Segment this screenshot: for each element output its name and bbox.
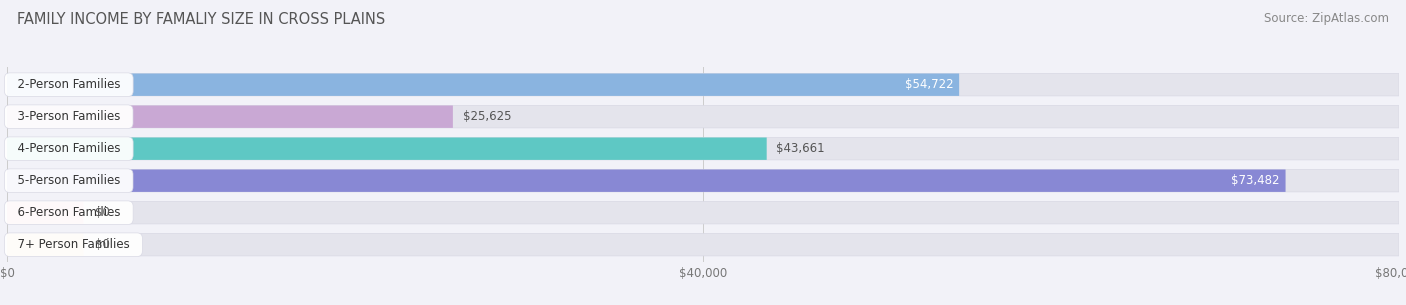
- FancyBboxPatch shape: [7, 170, 1399, 192]
- FancyBboxPatch shape: [7, 106, 453, 128]
- FancyBboxPatch shape: [7, 202, 1399, 224]
- Text: $0: $0: [94, 238, 110, 251]
- Text: 4-Person Families: 4-Person Families: [10, 142, 128, 155]
- FancyBboxPatch shape: [7, 170, 1285, 192]
- FancyBboxPatch shape: [7, 106, 1399, 128]
- FancyBboxPatch shape: [7, 74, 959, 96]
- FancyBboxPatch shape: [7, 234, 83, 256]
- Text: $25,625: $25,625: [463, 110, 512, 123]
- FancyBboxPatch shape: [7, 138, 766, 160]
- Text: $54,722: $54,722: [905, 78, 953, 91]
- Text: 5-Person Families: 5-Person Families: [10, 174, 128, 187]
- Text: 7+ Person Families: 7+ Person Families: [10, 238, 136, 251]
- FancyBboxPatch shape: [7, 138, 1399, 160]
- Text: $73,482: $73,482: [1232, 174, 1279, 187]
- Text: FAMILY INCOME BY FAMALIY SIZE IN CROSS PLAINS: FAMILY INCOME BY FAMALIY SIZE IN CROSS P…: [17, 12, 385, 27]
- Text: 3-Person Families: 3-Person Families: [10, 110, 128, 123]
- FancyBboxPatch shape: [7, 74, 1399, 96]
- FancyBboxPatch shape: [7, 234, 1399, 256]
- Text: $43,661: $43,661: [776, 142, 825, 155]
- Text: $0: $0: [94, 206, 110, 219]
- Text: 2-Person Families: 2-Person Families: [10, 78, 128, 91]
- Text: Source: ZipAtlas.com: Source: ZipAtlas.com: [1264, 12, 1389, 25]
- FancyBboxPatch shape: [7, 202, 83, 224]
- Text: 6-Person Families: 6-Person Families: [10, 206, 128, 219]
